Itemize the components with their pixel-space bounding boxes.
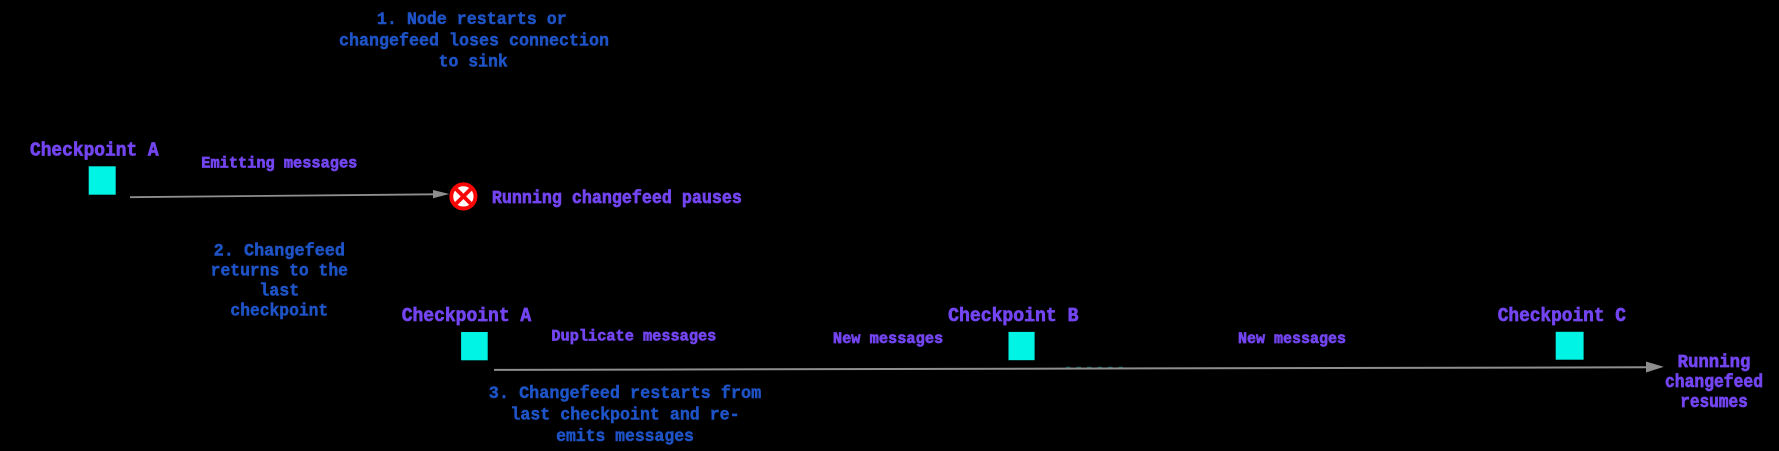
svg-text:Checkpoint C: Checkpoint C — [1498, 306, 1626, 328]
svg-text:changefeed loses connection: changefeed loses connection — [339, 32, 609, 51]
svg-text:returns to the: returns to the — [211, 262, 348, 281]
svg-text:to sink: to sink — [439, 53, 508, 72]
svg-text:Running: Running — [1678, 352, 1751, 373]
svg-text:emits messages: emits messages — [556, 428, 694, 447]
svg-text:Running changefeed pauses: Running changefeed pauses — [492, 188, 742, 209]
svg-text:Checkpoint A: Checkpoint A — [402, 306, 532, 328]
svg-text:Checkpoint A: Checkpoint A — [30, 140, 159, 162]
svg-text:last checkpoint and re-: last checkpoint and re- — [510, 406, 739, 425]
svg-text:1. Node restarts or: 1. Node restarts or — [377, 11, 567, 30]
svg-text:Emitting messages: Emitting messages — [201, 154, 357, 172]
svg-text:last: last — [259, 282, 299, 301]
svg-text:changefeed: changefeed — [1665, 372, 1763, 393]
svg-text:New messages: New messages — [1238, 330, 1346, 348]
svg-text:2. Changefeed: 2. Changefeed — [214, 242, 345, 261]
svg-text:checkpoint: checkpoint — [230, 302, 328, 321]
svg-text:resumes: resumes — [1680, 392, 1748, 413]
svg-text:3. Changefeed restarts from: 3. Changefeed restarts from — [489, 385, 761, 404]
svg-text:Duplicate messages: Duplicate messages — [551, 328, 716, 346]
svg-text:New messages: New messages — [833, 330, 943, 348]
svg-text:Checkpoint B: Checkpoint B — [948, 306, 1078, 328]
